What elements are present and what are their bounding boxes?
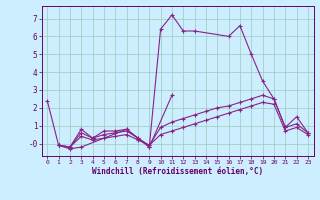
X-axis label: Windchill (Refroidissement éolien,°C): Windchill (Refroidissement éolien,°C) (92, 167, 263, 176)
